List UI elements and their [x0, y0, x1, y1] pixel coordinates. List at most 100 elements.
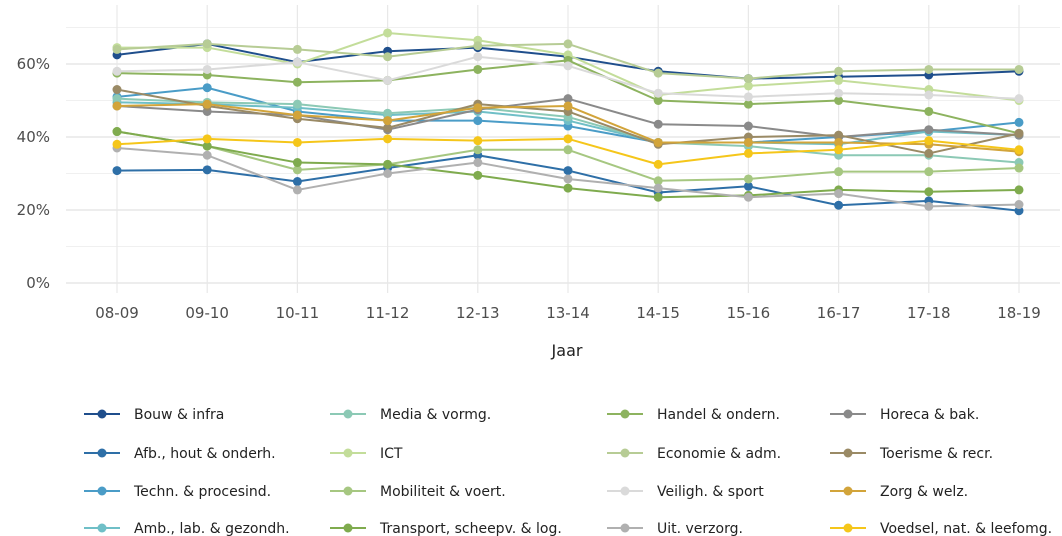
data-point	[924, 106, 934, 116]
data-point	[383, 169, 393, 178]
data-point	[1014, 185, 1024, 195]
data-point	[473, 64, 483, 74]
data-point	[1014, 206, 1024, 216]
data-point	[563, 166, 573, 176]
series	[112, 134, 1024, 169]
data-point	[383, 75, 393, 85]
data-point	[202, 150, 212, 160]
legend-swatch-point	[97, 486, 107, 496]
data-point	[112, 85, 122, 95]
data-point	[383, 52, 393, 62]
legend-swatch-point	[620, 486, 630, 496]
data-point	[292, 137, 302, 147]
x-tick-label: 12-13	[456, 304, 500, 322]
legend-item: Mobiliteit & voert.	[330, 484, 506, 500]
legend-swatch-point	[843, 486, 853, 496]
series-lines	[112, 28, 1024, 216]
data-point	[653, 119, 663, 129]
data-point	[653, 159, 663, 169]
legend-swatch-point	[620, 448, 630, 458]
data-point	[924, 187, 934, 197]
legend-label: Mobiliteit & voert.	[380, 484, 506, 500]
data-point	[924, 148, 934, 158]
data-point	[924, 136, 934, 146]
legend-swatch-point	[343, 448, 353, 458]
legend: Bouw & infra Afb., hout & onderh. Techn. &…	[84, 407, 1052, 536]
data-point	[383, 28, 393, 38]
data-point	[383, 123, 393, 133]
data-point	[1014, 145, 1024, 155]
legend-item: Toerisme & recr.	[830, 446, 993, 462]
x-tick-label: 11-12	[366, 304, 410, 322]
data-point	[653, 183, 663, 193]
data-point	[743, 192, 753, 202]
legend-swatch-point	[343, 486, 353, 496]
data-point	[292, 44, 302, 54]
data-point	[292, 57, 302, 67]
x-tick-label: 15-16	[727, 304, 771, 322]
data-point	[1014, 94, 1024, 104]
data-point	[743, 81, 753, 91]
data-point	[473, 158, 483, 168]
data-point	[743, 99, 753, 109]
legend-label: Techn. & procesind.	[133, 484, 271, 500]
legend-item: Techn. & procesind.	[84, 484, 271, 500]
legend-item: Zorg & welz.	[830, 484, 968, 500]
data-point	[743, 92, 753, 102]
legend-item: Amb., lab. & gezondh.	[84, 521, 290, 536]
legend-swatch-point	[97, 523, 107, 533]
data-point	[563, 39, 573, 49]
legend-label: Economie & adm.	[657, 446, 781, 462]
data-point	[473, 41, 483, 51]
data-point	[473, 170, 483, 180]
data-point	[112, 44, 122, 54]
legend-item: Media & vormg.	[330, 407, 491, 423]
legend-label: Transport, scheepv. & log.	[379, 521, 562, 536]
data-point	[834, 145, 844, 155]
data-point	[834, 75, 844, 85]
legend-swatch-point	[843, 448, 853, 458]
series	[112, 85, 1024, 158]
data-point	[1014, 163, 1024, 173]
legend-item: ICT	[330, 446, 403, 462]
data-point	[924, 167, 934, 177]
data-point	[112, 166, 122, 176]
data-point	[473, 145, 483, 155]
legend-label: Amb., lab. & gezondh.	[134, 521, 290, 536]
data-point	[383, 134, 393, 144]
x-tick-label: 16-17	[817, 304, 861, 322]
data-point	[383, 116, 393, 126]
legend-item: Bouw & infra	[84, 407, 224, 423]
legend-swatch-point	[620, 523, 630, 533]
data-point	[563, 94, 573, 104]
legend-swatch-point	[620, 409, 630, 419]
y-tick-label: 0%	[26, 274, 50, 292]
data-point	[834, 130, 844, 140]
data-point	[383, 108, 393, 118]
x-tick-label: 18-19	[997, 304, 1041, 322]
legend-label: Horeca & bak.	[880, 407, 979, 423]
legend-label: Veiligh. & sport	[657, 484, 764, 500]
data-point	[473, 103, 483, 113]
data-point	[743, 174, 753, 184]
data-point	[292, 177, 302, 187]
data-point	[743, 181, 753, 191]
y-tick-label: 20%	[17, 201, 50, 219]
data-point	[563, 174, 573, 184]
x-tick-label: 10-11	[276, 304, 320, 322]
data-point	[112, 101, 122, 111]
legend-label: Uit. verzorg.	[657, 521, 743, 536]
legend-swatch-point	[343, 409, 353, 419]
data-point	[112, 66, 122, 76]
data-point	[563, 183, 573, 193]
x-tick-label: 14-15	[636, 304, 680, 322]
series	[112, 143, 1024, 211]
data-point	[473, 136, 483, 146]
data-point	[834, 88, 844, 98]
data-point	[743, 74, 753, 84]
data-point	[653, 96, 663, 105]
data-point	[834, 96, 844, 105]
data-point	[473, 52, 483, 62]
series	[112, 39, 1024, 84]
